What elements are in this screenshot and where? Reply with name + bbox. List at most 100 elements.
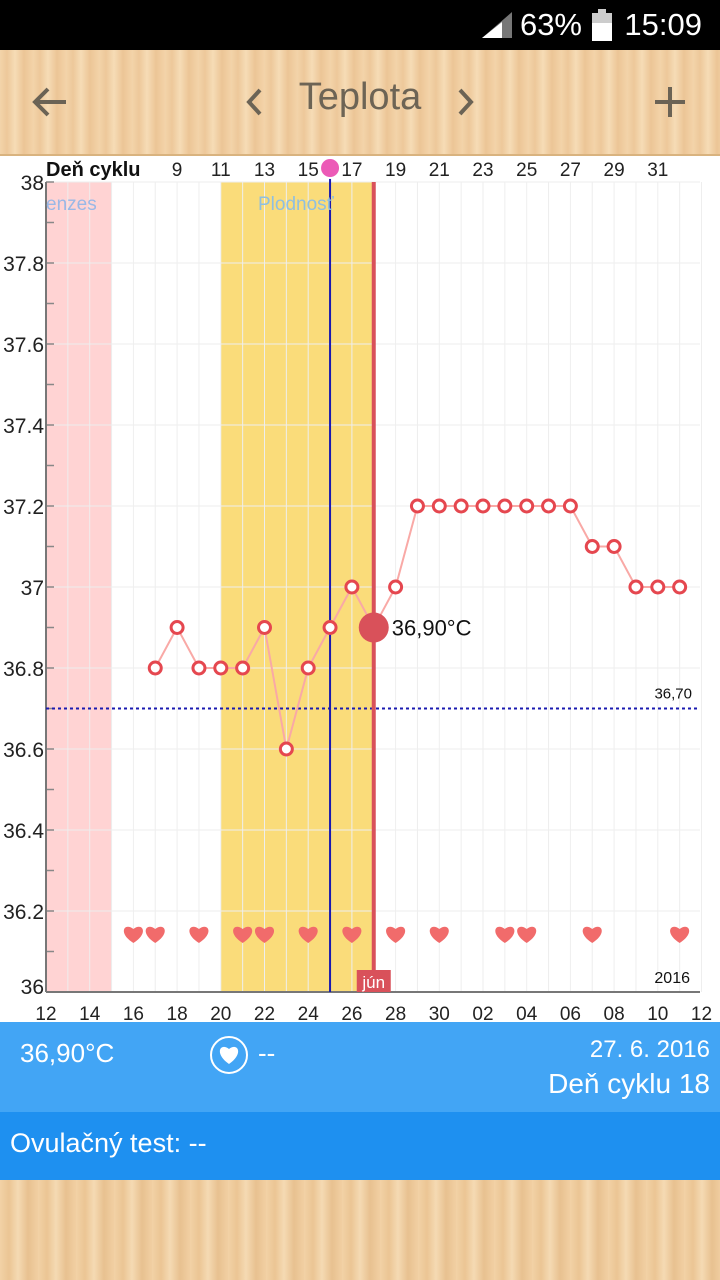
y-tick-label: 37.8 [3, 253, 44, 276]
selected-temperature: 36,90°C [20, 1038, 115, 1068]
top-tick-label: 15 [298, 160, 319, 181]
data-point [213, 660, 229, 676]
intercourse-heart-icon [145, 926, 165, 943]
data-point [628, 579, 644, 595]
intercourse-heart-icon [495, 926, 515, 943]
next-month-button[interactable] [444, 50, 488, 154]
data-point [475, 498, 491, 514]
intercourse-heart-icon [582, 926, 602, 943]
x-tick-label: 12 [691, 1004, 712, 1022]
intercourse-heart-icon [386, 926, 406, 943]
ovulation-marker-dot [319, 157, 342, 179]
data-point [147, 660, 163, 676]
top-tick-label: 17 [341, 160, 362, 181]
y-tick-label: 36.2 [3, 901, 44, 924]
top-tick-label: 19 [385, 160, 406, 181]
x-tick-label: 20 [210, 1004, 231, 1022]
data-point [541, 498, 557, 514]
x-tick-label: 28 [385, 1004, 406, 1022]
x-tick-label: 10 [647, 1004, 668, 1022]
selected-date: 27. 6. 2016 [589, 1036, 710, 1063]
y-tick-label: 38 [21, 172, 44, 195]
data-point [562, 498, 578, 514]
back-button[interactable] [20, 50, 80, 154]
top-axis-label: Deň cyklu [46, 159, 140, 181]
top-tick-label: 23 [472, 160, 493, 181]
battery-percent: 63% [519, 7, 582, 42]
plus-icon [655, 87, 685, 117]
y-tick-label: 36.4 [3, 820, 44, 843]
bottom-background [0, 1180, 720, 1280]
menses-label: enzes [46, 194, 97, 215]
data-point [191, 660, 207, 676]
intercourse-value: -- [258, 1038, 276, 1068]
data-point [672, 579, 688, 595]
y-tick-label: 37.2 [3, 496, 44, 519]
temperature-chart[interactable]: 38 37.8 37.6 37.4 37.2 37 36.8 36.6 36.4 36.2 36 De… [0, 156, 720, 1022]
top-tick-label: 25 [516, 160, 537, 181]
data-point [584, 539, 600, 554]
heart-icon [219, 1046, 239, 1064]
page-title: Teplota [298, 76, 422, 118]
data-point [431, 498, 447, 514]
chevron-right-icon [458, 88, 474, 116]
temperature-chart-svg[interactable]: 38 37.8 37.6 37.4 37.2 37 36.8 36.6 36.4 36.2 36 De… [0, 156, 720, 1022]
coverline-label: 36,70 [654, 686, 692, 703]
x-tick-label: 06 [560, 1004, 581, 1022]
data-point [409, 498, 425, 514]
top-tick-label: 29 [604, 160, 625, 181]
x-tick-label: 26 [341, 1004, 362, 1022]
month-label: jún [361, 973, 385, 992]
data-point [169, 620, 185, 635]
top-tick-label: 27 [560, 160, 581, 181]
data-point [388, 579, 404, 595]
selected-data-point [358, 612, 389, 643]
intercourse-indicator [210, 1036, 248, 1074]
battery-icon [592, 9, 612, 41]
previous-month-button[interactable] [232, 50, 276, 154]
data-point [322, 620, 338, 635]
intercourse-heart-icon [342, 926, 362, 943]
data-point [519, 498, 535, 514]
intercourse-heart-icon [123, 926, 143, 943]
y-tick-label: 37.6 [3, 334, 44, 357]
intercourse-heart-icon [429, 926, 449, 943]
intercourse-heart-icon [517, 926, 537, 943]
intercourse-heart-icon [670, 926, 690, 943]
day-info-bar[interactable]: 36,90°C -- 27. 6. 2016 Deň cyklu 18 [0, 1022, 720, 1112]
data-point [257, 620, 272, 635]
x-tick-label: 24 [298, 1004, 320, 1022]
intercourse-heart-icon [254, 926, 275, 943]
fertile-label: Plodnosť [258, 194, 335, 215]
month-badge [356, 970, 391, 992]
ovulation-test-label: Ovulačný test: -- [10, 1128, 207, 1158]
cycle-day: Deň cyklu 18 [548, 1068, 710, 1099]
add-button[interactable] [640, 50, 700, 154]
top-tick-label: 13 [254, 160, 275, 181]
x-tick-label: 14 [79, 1004, 101, 1022]
intercourse-heart-icon [189, 926, 209, 943]
arrow-left-icon [32, 87, 66, 117]
signal-icon [482, 12, 512, 38]
top-tick-label: 21 [429, 160, 450, 181]
chevron-left-icon [246, 88, 262, 116]
data-point [235, 660, 251, 676]
y-tick-label: 37 [21, 577, 44, 600]
data-point [344, 579, 360, 595]
data-point [278, 741, 294, 757]
clock: 15:09 [624, 7, 702, 42]
x-tick-label: 18 [167, 1004, 188, 1022]
top-tick-label: 31 [647, 160, 668, 181]
x-tick-label: 16 [123, 1004, 144, 1022]
y-tick-label: 37.4 [3, 415, 44, 438]
toolbar: Teplota [0, 50, 720, 156]
top-tick-label: 9 [172, 160, 183, 181]
ovulation-test-bar[interactable]: Ovulačný test: -- [0, 1112, 720, 1180]
status-bar: 63% 15:09 [0, 0, 720, 50]
top-tick-label: 11 [211, 160, 231, 181]
x-tick-label: 08 [604, 1004, 625, 1022]
x-tick-label: 12 [35, 1004, 56, 1022]
selected-value-label: 36,90°C [392, 616, 472, 641]
intercourse-heart-icon [298, 926, 318, 943]
data-point [650, 579, 666, 595]
